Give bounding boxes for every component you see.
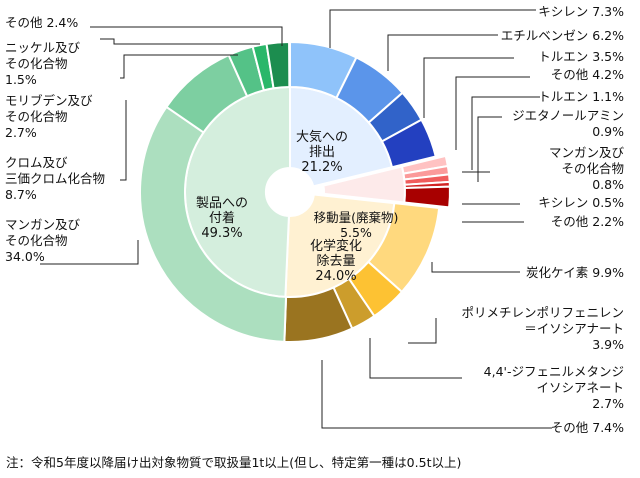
outer-label-11: 4,4'-ジフェニルメタンジイソシアネート 2.7% [484, 364, 624, 411]
outer-label-14: クロム及び三価クロム化合物 8.7% [5, 155, 105, 202]
outer-label-5: ジエタノールアミン 0.9% [512, 108, 624, 139]
outer-label-4: トルエン 1.1% [538, 89, 624, 104]
leader-line-14 [120, 100, 127, 181]
leader-line-17 [90, 26, 283, 46]
outer-label-7: キシレン 0.5% [538, 195, 624, 210]
outer-label-0: キシレン 7.3% [538, 4, 624, 19]
leader-line-1 [387, 34, 498, 71]
outer-label-15: モリブデン及びその化合物 2.7% [5, 93, 93, 140]
leader-line-12 [321, 360, 552, 429]
leader-line-15 [120, 54, 238, 79]
leader-line-10 [408, 318, 437, 344]
outer-label-3: その他 4.2% [551, 67, 624, 82]
outer-label-10: ポリメチレンポリフェニレン＝イソシアナート 3.9% [461, 305, 624, 352]
leader-line-11 [369, 338, 462, 379]
outer-label-17: その他 2.4% [5, 15, 78, 30]
leader-line-3 [455, 76, 530, 150]
leader-line-0 [329, 9, 536, 48]
leader-line-13 [40, 240, 139, 265]
inner-label-chem: 化学変化除去量 24.0% [310, 238, 362, 284]
outer-label-2: トルエン 3.5% [538, 49, 624, 64]
leader-line-5 [477, 116, 502, 182]
outer-slice-17 [265, 40, 291, 90]
outer-label-16: ニッケル及びその化合物 1.5% [5, 40, 81, 87]
inner-label-product: 製品への付着 49.3% [196, 196, 248, 241]
outer-labels: キシレン 7.3% エチルベンゼン 6.2% トルエン 3.5% その他 4.2% トル… [5, 4, 624, 435]
outer-label-6: マンガン及びその化合物 0.8% [549, 145, 625, 192]
leader-line-9 [431, 262, 520, 273]
footnote: 注：令和5年度以降届け出対象物質で取扱量1t以上(但し、特定第一種は0.5t以上… [6, 455, 462, 470]
outer-label-8: その他 2.2% [551, 214, 624, 229]
leader-line-16 [100, 38, 260, 45]
inner-label-transfer: 移動量(廃棄物) 5.5% [314, 210, 399, 240]
outer-label-1: エチルベンゼン 6.2% [501, 28, 624, 43]
slices [139, 40, 451, 343]
leader-line-4 [471, 96, 540, 170]
outer-slice-8 [403, 185, 451, 209]
outer-slice-3 [380, 118, 437, 169]
inner-label-air: 大気への排出 21.2% [296, 129, 348, 175]
outer-label-9: 炭化ケイ素 9.9% [526, 265, 624, 280]
outer-label-12: その他 7.4% [551, 420, 624, 435]
leader-line-2 [423, 57, 514, 118]
outer-slice-13 [139, 105, 288, 343]
leader-lines [40, 9, 552, 429]
outer-label-13: マンガン及びその化合物 34.0% [5, 217, 81, 264]
